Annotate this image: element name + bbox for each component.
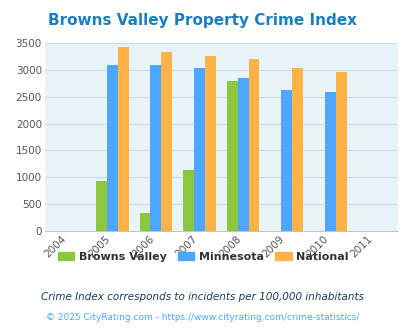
Bar bbox=[237, 78, 248, 231]
Bar bbox=[292, 68, 302, 231]
Bar bbox=[139, 213, 150, 231]
Text: Crime Index corresponds to incidents per 100,000 inhabitants: Crime Index corresponds to incidents per… bbox=[41, 292, 364, 302]
Bar bbox=[194, 68, 205, 231]
Legend: Browns Valley, Minnesota, National: Browns Valley, Minnesota, National bbox=[53, 248, 352, 267]
Bar bbox=[205, 56, 215, 231]
Bar bbox=[117, 47, 128, 231]
Bar bbox=[150, 65, 161, 231]
Bar bbox=[226, 81, 237, 231]
Bar bbox=[335, 73, 346, 231]
Text: © 2025 CityRating.com - https://www.cityrating.com/crime-statistics/: © 2025 CityRating.com - https://www.city… bbox=[46, 313, 359, 322]
Bar bbox=[96, 181, 107, 231]
Text: Browns Valley Property Crime Index: Browns Valley Property Crime Index bbox=[48, 13, 357, 28]
Bar bbox=[324, 92, 335, 231]
Bar bbox=[183, 170, 194, 231]
Bar bbox=[161, 52, 172, 231]
Bar bbox=[107, 65, 117, 231]
Bar bbox=[281, 90, 292, 231]
Bar bbox=[248, 59, 259, 231]
